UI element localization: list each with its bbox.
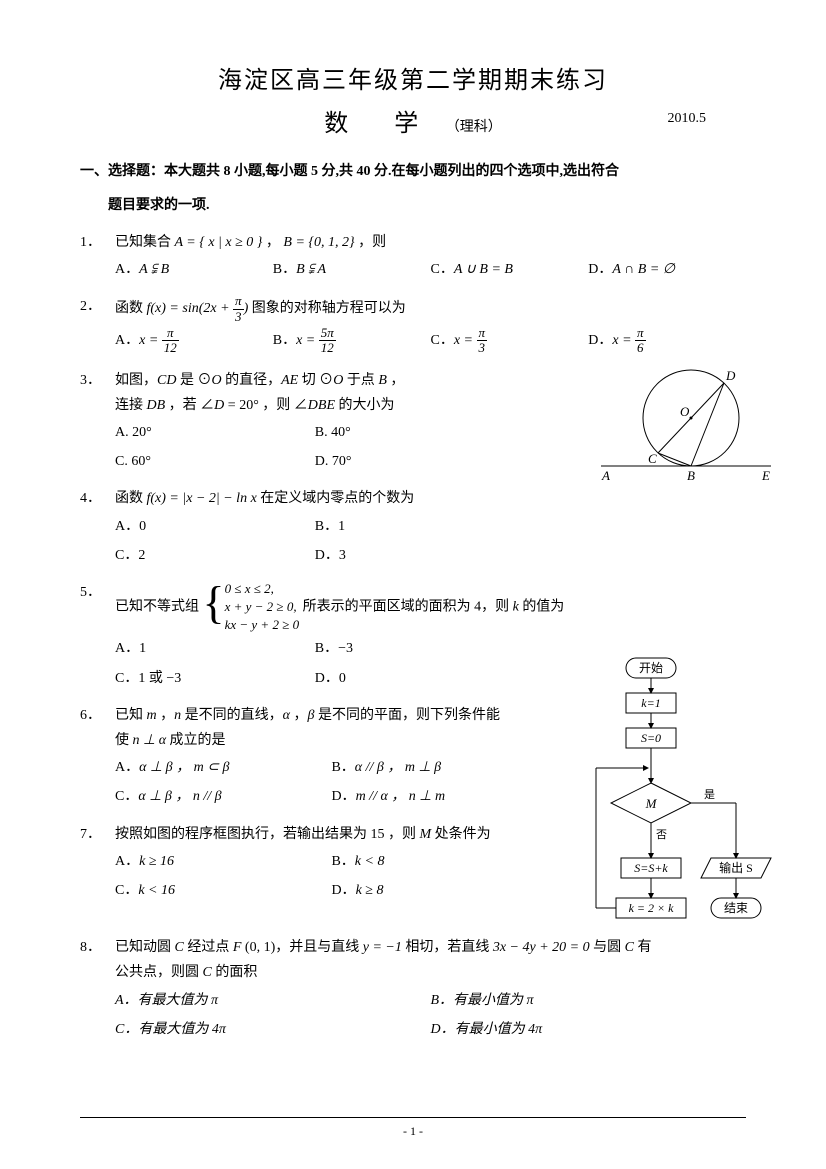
svg-text:S=S+k: S=S+k [634,861,668,875]
question-4: 4． 函数 f(x) = |x − 2| − ln x 在定义域内零点的个数为 … [80,486,746,570]
q8-choice-D: D．有最小值为 4π [431,1015,747,1044]
q2-suffix: 图象的对称轴方程可以为 [252,301,406,316]
q6-choice-C: C．α ⊥ β ， n // β [115,782,331,811]
q6-choice-B: B．α // β ， m ⊥ β [331,753,547,782]
q5-system: { 0 ≤ x ≤ 2, x + y − 2 ≥ 0, kx − y + 2 ≥… [203,580,300,635]
svg-text:C: C [648,451,657,466]
q5-choice-C: C．1 或 −3 [115,664,315,693]
q7-choice-B: B．k < 8 [331,847,547,876]
q5-num: 5． [80,580,101,605]
q6-choice-A: A．α ⊥ β ， m ⊂ β [115,753,331,782]
q2-num: 2． [80,294,101,319]
svg-text:S=0: S=0 [641,731,661,745]
q4-num: 4． [80,486,101,511]
q2-choice-D: D．x = π6 [588,324,746,358]
q3-num: 3． [80,368,101,393]
subject-type: （理科） [446,120,502,135]
q4-choice-D: D．3 [315,541,515,570]
q6-num: 6． [80,703,101,728]
q4-choice-A: A．0 [115,512,315,541]
svg-text:输出 S: 输出 S [719,860,753,875]
q4-choice-B: B．1 [315,512,515,541]
q4-choice-C: C．2 [115,541,315,570]
q1-choices: A．A ⫋ B B．B ⫋ A C．A ∪ B = B D．A ∩ B = ∅ [115,255,746,284]
q1-choice-D: D．A ∩ B = ∅ [588,255,746,284]
page-title: 海淀区高三年级第二学期期末练习 [80,60,746,95]
q4-choices: A．0 B．1 C．2 D．3 [115,512,515,570]
q8-choice-A: A．有最大值为 π [115,986,431,1015]
q5-choice-A: A．1 [115,634,315,663]
q1-choice-C: C．A ∪ B = B [431,255,589,284]
q7-choice-A: A．k ≥ 16 [115,847,331,876]
q5-choice-D: D．0 [315,664,515,693]
svg-text:否: 否 [656,829,667,841]
q8-choices: A．有最大值为 π B．有最小值为 π C．有最大值为 4π D．有最小值为 4… [115,986,746,1044]
svg-text:是: 是 [704,788,715,801]
section-heading-line2: 题目要求的一项. [108,192,210,220]
q5-choice-B: B．−3 [315,634,515,663]
svg-text:D: D [725,368,736,383]
svg-text:M: M [645,796,658,811]
q3-figure: O D C A B E [596,358,776,508]
q2-choice-B: B．x = 5π12 [273,324,431,358]
svg-text:O: O [680,404,690,419]
q2-fx: f(x) = sin(2x + [147,301,234,316]
q1-choice-A: A．A ⫋ B [115,255,273,284]
svg-text:E: E [761,468,770,483]
q2-choice-C: C．x = π3 [431,324,589,358]
q2-choice-A: A．x = π12 [115,324,273,358]
page-footer: - 1 - [80,1117,746,1139]
question-8: 8． 已知动圆 C 经过点 F (0, 1)，并且与直线 y = −1 相切，若… [80,935,746,1044]
section-heading: 一、选择题：本大题共 8 小题,每小题 5 分,共 40 分.在每小题列出的四个… [80,158,746,220]
q1-choice-B: B．B ⫋ A [273,255,431,284]
q8-choice-C: C．有最大值为 4π [115,1015,431,1044]
exam-date: 2010.5 [668,111,707,127]
q8-num: 8． [80,935,101,960]
q6-choice-D: D．m // α ， n ⊥ m [331,782,547,811]
question-2: 2． 函数 f(x) = sin(2x + π3) 图象的对称轴方程可以为 A．… [80,294,746,357]
q2-prefix: 函数 [115,301,147,316]
subject: 数 学 [324,103,438,138]
page-number: - 1 - [403,1124,423,1138]
question-1: 1． 已知集合 A = { x | x ≥ 0 } ， B = {0, 1, 2… [80,230,746,284]
q3-choices: A. 20° B. 40° C. 60° D. 70° [115,418,515,476]
q1-suffix: ，则 [358,235,386,250]
q1-num: 1． [80,230,101,255]
q7-num: 7． [80,822,101,847]
q6-q7-wrapper: 6． 已知 m ，n 是不同的直线，α ，β 是不同的平面，则下列条件能 使 n… [80,703,746,905]
q3-choice-B: B. 40° [315,418,515,447]
section-heading-line1: 一、选择题：本大题共 8 小题,每小题 5 分,共 40 分.在每小题列出的四个… [80,164,619,179]
question-3: 3． 如图，CD 是 ⊙O 的直径，AE 切 ⊙O 于点 B ， 连接 DB ，… [80,368,746,477]
q3-choice-D: D. 70° [315,447,515,476]
svg-text:开始: 开始 [639,661,663,675]
subtitle-row: 数 学 （理科） 2010.5 [80,103,746,138]
svg-text:k=1: k=1 [641,696,660,710]
svg-text:结束: 结束 [724,901,748,915]
q2-choices: A．x = π12 B．x = 5π12 C．x = π3 D．x = π6 [115,324,746,358]
brace-icon: { [203,580,225,635]
q5-choices: A．1 B．−3 C．1 或 −3 D．0 [115,634,515,692]
svg-text:B: B [687,468,695,483]
svg-text:A: A [601,468,610,483]
q6-choices: A．α ⊥ β ， m ⊂ β B．α // β ， m ⊥ β C．α ⊥ β… [115,753,548,811]
svg-text:k = 2 × k: k = 2 × k [629,901,675,915]
q1-comma1: ， [266,235,284,250]
q1-setA: A = { x | x ≥ 0 } [175,235,263,250]
q1-prefix: 已知集合 [115,235,175,250]
q3-choice-C: C. 60° [115,447,315,476]
q3-choice-A: A. 20° [115,418,315,447]
q8-choice-B: B．有最小值为 π [431,986,747,1015]
q7-choice-D: D．k ≥ 8 [331,876,547,905]
q7-choice-C: C．k < 16 [115,876,331,905]
q1-setB: B = {0, 1, 2} [283,235,354,250]
q7-choices: A．k ≥ 16 B．k < 8 C．k < 16 D．k ≥ 8 [115,847,548,905]
